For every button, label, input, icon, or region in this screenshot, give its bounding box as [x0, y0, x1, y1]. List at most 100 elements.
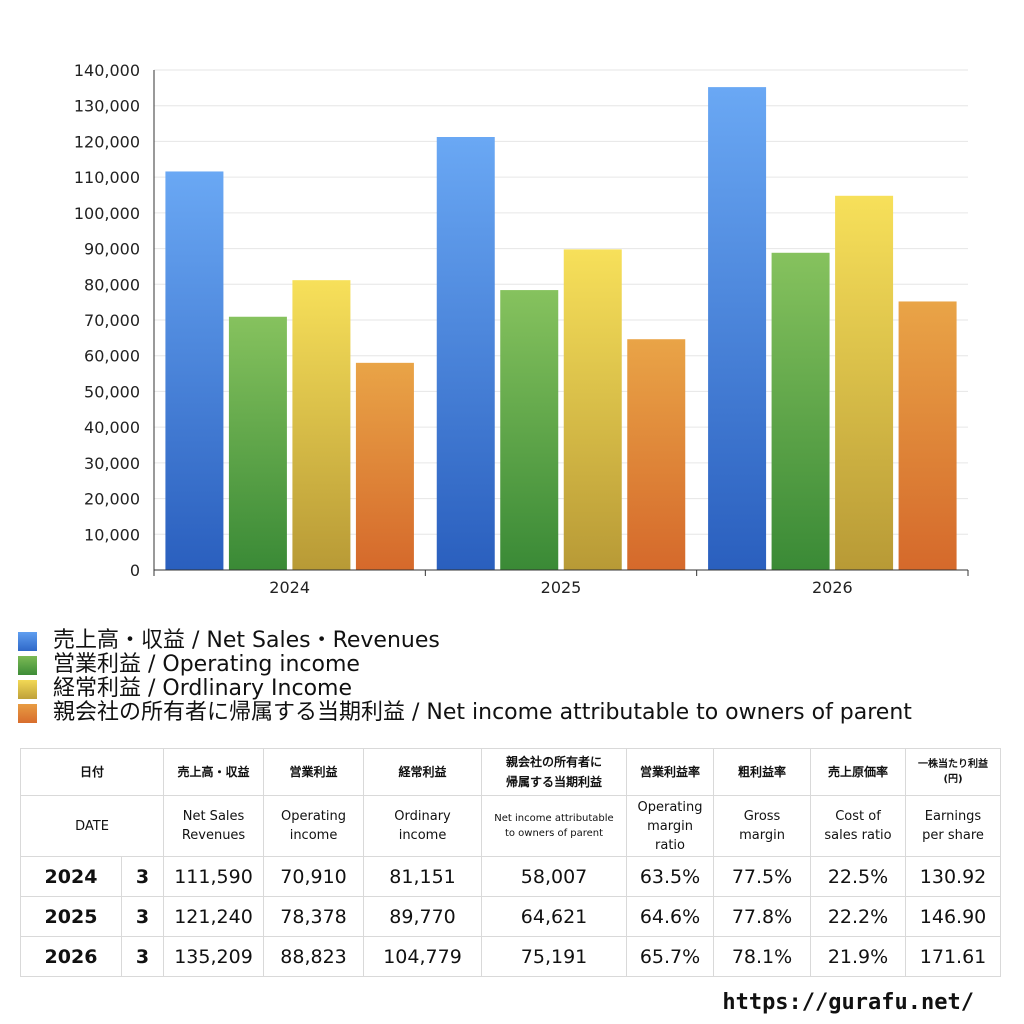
cell-ord: 81,151	[363, 856, 483, 897]
cell-eps: 171.61	[905, 936, 1002, 977]
header-cost-jp: 売上原価率	[810, 748, 907, 796]
cell-op-margin: 63.5%	[626, 856, 715, 897]
y-axis-ticks: 0 10,000 20,000 30,000 40,000 50,000 60,000 70,…	[74, 61, 140, 580]
cell-year: 2024	[20, 856, 122, 897]
y-tick-label: 60,000	[84, 347, 140, 366]
cell-year: 2026	[20, 936, 122, 977]
header-op-margin-en-line1: Operating	[637, 799, 703, 815]
cell-op: 78,378	[263, 896, 365, 937]
header-op-margin-en: Operating margin ratio	[626, 795, 715, 857]
cell-month: 3	[120, 936, 165, 977]
bar-2024-series-0	[165, 171, 224, 570]
axes	[153, 70, 968, 571]
header-gross-en: Gross margin	[713, 795, 812, 857]
table-row: 2024 3 111,590 70,910 81,151 58,007 63.5…	[20, 856, 1002, 897]
cell-sales: 121,240	[163, 896, 265, 937]
cell-op: 70,910	[263, 856, 365, 897]
x-tick-label: 2024	[269, 578, 310, 597]
header-gross-jp: 粗利益率	[713, 748, 812, 796]
gridlines	[154, 69, 968, 535]
legend-swatch	[18, 655, 37, 675]
legend-swatch	[18, 703, 37, 723]
header-eps-en-line1: Earnings	[924, 809, 982, 824]
bar-chart: 0 10,000 20,000 30,000 40,000 50,000 60,000 70,…	[74, 61, 969, 597]
financial-table: 日付 売上高・収益 営業利益 経常利益 親会社の所有者に 帰属する当期利益 営業利…	[19, 748, 1002, 977]
bar-2025-series-0	[436, 137, 495, 570]
cell-gross: 77.8%	[713, 896, 812, 937]
bars	[165, 87, 957, 570]
header-sales-en: Net Sales Revenues	[163, 795, 265, 857]
header-row-en: DATE Net Sales Revenues Operating income O…	[19, 795, 1002, 857]
header-sales-en-line2: Revenues	[181, 828, 246, 843]
cell-net: 58,007	[481, 856, 628, 897]
bar-2024-series-3	[355, 362, 414, 570]
cell-sales: 135,209	[163, 936, 265, 977]
header-op-en-line2: income	[289, 828, 338, 843]
header-eps-en: Earnings per share	[905, 795, 1002, 857]
header-ord-jp: 経常利益	[363, 748, 483, 796]
header-op-en: Operating income	[263, 795, 365, 857]
x-tick-label: 2025	[541, 578, 582, 597]
bar-2025-series-1	[500, 290, 559, 570]
header-ord-en: Ordinary income	[363, 795, 483, 857]
y-tick-label: 10,000	[84, 525, 140, 544]
x-axis-ticks: 2024 2025 2026	[153, 570, 969, 597]
cell-net: 64,621	[481, 896, 628, 937]
bar-2024-series-2	[292, 280, 351, 570]
cell-op: 88,823	[263, 936, 365, 977]
legend-label: 経常利益 / Ordlinary Income	[53, 676, 352, 701]
header-date-jp: 日付	[19, 748, 165, 796]
cell-cost: 21.9%	[810, 936, 907, 977]
header-gross-en-line2: margin	[739, 828, 785, 843]
header-op-margin-en-line3: ratio	[655, 837, 685, 853]
cell-net: 75,191	[481, 936, 628, 977]
header-op-jp: 営業利益	[263, 748, 365, 796]
table-row: 2025 3 121,240 78,378 89,770 64,621 64.6…	[20, 896, 1002, 937]
header-sales-jp: 売上高・収益	[163, 748, 265, 796]
bar-2026-series-1	[771, 252, 830, 570]
cell-month: 3	[120, 856, 165, 897]
cell-gross: 77.5%	[713, 856, 812, 897]
header-eps-jp: 一株当たり利益 (円)	[905, 748, 1002, 796]
bar-2026-series-2	[835, 195, 894, 570]
y-tick-label: 80,000	[84, 275, 140, 294]
legend-item-operating-income: 営業利益 / Operating income	[18, 653, 912, 677]
y-tick-label: 50,000	[84, 382, 140, 401]
cell-op-margin: 64.6%	[626, 896, 715, 937]
cell-month: 3	[120, 896, 165, 937]
cell-cost: 22.2%	[810, 896, 907, 937]
source-url[interactable]: https://gurafu.net/	[722, 990, 974, 1015]
y-tick-label: 40,000	[84, 418, 140, 437]
table-row: 2026 3 135,209 88,823 104,779 75,191 65.…	[20, 936, 1002, 977]
header-eps-jp-line1: 一株当たり利益	[918, 759, 989, 770]
header-op-margin-jp: 営業利益率	[626, 748, 715, 796]
y-tick-label: 120,000	[74, 132, 140, 151]
header-net-jp: 親会社の所有者に 帰属する当期利益	[481, 748, 628, 796]
y-tick-label: 100,000	[74, 204, 140, 223]
header-net-en: Net income attributable to owners of pare…	[481, 795, 628, 857]
y-tick-label: 30,000	[84, 454, 140, 473]
y-tick-label: 140,000	[74, 61, 140, 80]
header-net-jp-line1: 親会社の所有者に	[506, 755, 603, 769]
legend-swatch	[18, 631, 37, 651]
legend-item-net-sales: 売上高・収益 / Net Sales・Revenues	[18, 629, 912, 653]
y-tick-label: 130,000	[74, 97, 140, 116]
x-tick-label: 2026	[812, 578, 853, 597]
legend: 売上高・収益 / Net Sales・Revenues 営業利益 / Opera…	[18, 629, 912, 725]
legend-item-net-income: 親会社の所有者に帰属する当期利益 / Net income attributab…	[18, 701, 912, 725]
cell-cost: 22.5%	[810, 856, 907, 897]
header-eps-en-line2: per share	[922, 828, 984, 843]
legend-swatch	[18, 679, 37, 699]
header-row-jp: 日付 売上高・収益 営業利益 経常利益 親会社の所有者に 帰属する当期利益 営業利…	[19, 748, 1002, 796]
header-cost-en: Cost of sales ratio	[810, 795, 907, 857]
header-net-en-line2: to owners of parent	[504, 828, 604, 839]
header-net-jp-line2: 帰属する当期利益	[506, 775, 603, 789]
header-cost-en-line2: sales ratio	[824, 828, 892, 843]
bar-2025-series-3	[627, 339, 686, 570]
y-tick-label: 70,000	[84, 311, 140, 330]
y-tick-label: 20,000	[84, 490, 140, 509]
legend-label: 親会社の所有者に帰属する当期利益 / Net income attributab…	[53, 700, 912, 725]
bar-2026-series-3	[898, 301, 957, 570]
y-tick-label: 90,000	[84, 240, 140, 259]
header-ord-en-line2: income	[398, 828, 447, 843]
